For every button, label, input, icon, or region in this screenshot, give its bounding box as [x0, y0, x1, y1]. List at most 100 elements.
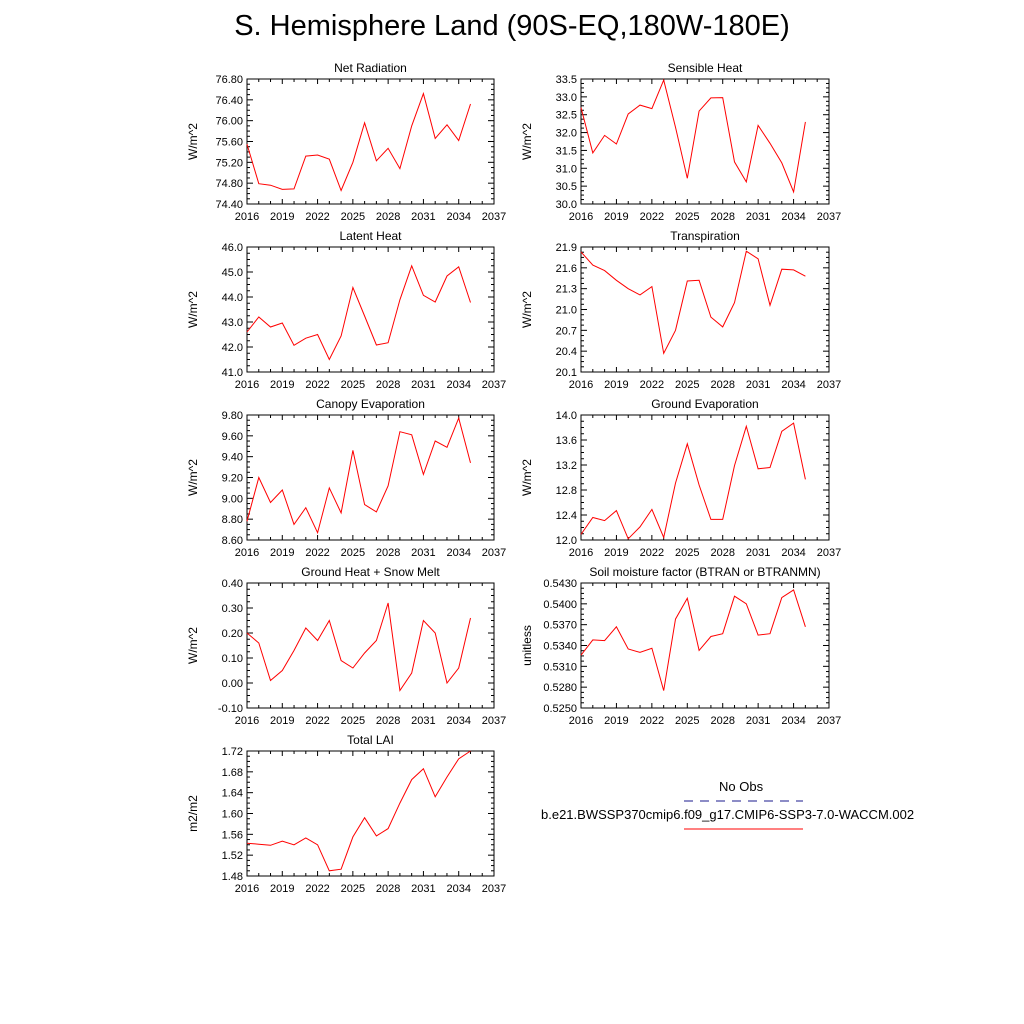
panel-2-series-line — [580, 78, 806, 194]
panel-1-xtick-label: 2019 — [270, 211, 294, 223]
panel-7-xtick-label: 2037 — [482, 715, 506, 727]
panel-2-xtick-label: 2028 — [710, 211, 734, 223]
panel-9-ytick-label: 1.68 — [222, 767, 243, 779]
panel-1-xtick-label: 2016 — [235, 211, 259, 223]
panel-6-ytick-label: 12.4 — [556, 510, 577, 522]
panel-2-xtick-label: 2022 — [640, 211, 664, 223]
panel-5-xtick-label: 2031 — [411, 547, 435, 559]
panel-9-ytick-label: 1.48 — [222, 871, 243, 883]
panel-4-xtick-label: 2025 — [675, 379, 699, 391]
panel-4-series-line — [580, 250, 806, 355]
panel-3-xtick-label: 2022 — [305, 379, 329, 391]
panel-3-ytick-label: 45.0 — [222, 267, 243, 279]
legend-model-label: b.e21.BWSSP370cmip6.f09_g17.CMIP6-SSP3-7… — [541, 807, 915, 822]
panel-1-ytick-label: 76.80 — [215, 74, 243, 86]
panel-2-ytick-label: 33.5 — [556, 74, 577, 86]
panel-4-xtick-label: 2031 — [746, 379, 770, 391]
panel-6-ylabel: W/m^2 — [520, 459, 534, 496]
panel-5-ytick-label: 8.80 — [222, 514, 243, 526]
panel-8-xtick-label: 2022 — [640, 715, 664, 727]
panel-1-ylabel: W/m^2 — [186, 123, 200, 160]
panel-9-xtick-label: 2034 — [446, 883, 470, 895]
panel-9-frame — [246, 750, 495, 877]
panel-3-xtick-label: 2031 — [411, 379, 435, 391]
panel-7-ytick-label: 0.30 — [222, 603, 243, 615]
panel-2-ytick-label: 30.0 — [556, 199, 577, 211]
panel-2-ylabel: W/m^2 — [520, 123, 534, 160]
panel-8-xtick-label: 2037 — [817, 715, 841, 727]
panel-3-frame — [246, 246, 495, 373]
panel-7-ytick-label: 0.10 — [222, 653, 243, 665]
panel-8-ytick-label: 0.5400 — [543, 599, 577, 611]
panel-9-title: Total LAI — [347, 733, 394, 747]
panel-6-xtick-label: 2028 — [710, 547, 734, 559]
panel-5-frame — [246, 414, 495, 541]
panel-2-xtick-label: 2037 — [817, 211, 841, 223]
panel-2-ytick-label: 31.5 — [556, 145, 577, 157]
panel-9-xtick-label: 2031 — [411, 883, 435, 895]
panel-5-title: Canopy Evaporation — [316, 397, 425, 411]
panel-3-xtick-label: 2037 — [482, 379, 506, 391]
panel-5-ytick-label: 8.60 — [222, 535, 243, 547]
panel-7-xtick-label: 2022 — [305, 715, 329, 727]
panel-8-ytick-label: 0.5310 — [543, 661, 577, 673]
panel-5-series-line — [246, 416, 471, 535]
panel-7-ylabel: W/m^2 — [186, 627, 200, 664]
panel-8-xtick-label: 2019 — [604, 715, 628, 727]
panel-2-ytick-label: 30.5 — [556, 181, 577, 193]
panel-6-xtick-label: 2034 — [781, 547, 805, 559]
panel-8-xtick-label: 2031 — [746, 715, 770, 727]
panel-2-xtick-label: 2034 — [781, 211, 805, 223]
panel-6-xtick-label: 2022 — [640, 547, 664, 559]
panel-8-ytick-label: 0.5250 — [543, 703, 577, 715]
panel-5-xtick-label: 2028 — [376, 547, 400, 559]
legend-obs-label: No Obs — [719, 779, 764, 794]
panel-4-ytick-label: 20.4 — [556, 346, 577, 358]
panel-1-xtick-label: 2025 — [341, 211, 365, 223]
panel-3-ytick-label: 43.0 — [222, 317, 243, 329]
panel-5-xtick-label: 2034 — [446, 547, 470, 559]
panel-5-ytick-label: 9.60 — [222, 431, 243, 443]
panel-8-xtick-label: 2016 — [569, 715, 593, 727]
panel-1-xtick-label: 2037 — [482, 211, 506, 223]
panel-1-ytick-label: 75.20 — [215, 157, 243, 169]
panel-8-xtick-label: 2028 — [710, 715, 734, 727]
panel-8-xtick-label: 2034 — [781, 715, 805, 727]
panel-2-xtick-label: 2031 — [746, 211, 770, 223]
panel-5-xtick-label: 2022 — [305, 547, 329, 559]
panel-4-ytick-label: 21.0 — [556, 305, 577, 317]
panel-6-ytick-label: 13.6 — [556, 435, 577, 447]
panel-4-xtick-label: 2016 — [569, 379, 593, 391]
panel-4-xtick-label: 2028 — [710, 379, 734, 391]
panel-4-frame — [580, 246, 830, 373]
panel-5-ytick-label: 9.80 — [222, 410, 243, 422]
panel-5-xtick-label: 2025 — [341, 547, 365, 559]
panel-9-xtick-label: 2016 — [235, 883, 259, 895]
panel-7-title: Ground Heat + Snow Melt — [301, 565, 440, 579]
panel-9-ytick-label: 1.56 — [222, 829, 243, 841]
panel-4-ytick-label: 21.6 — [556, 263, 577, 275]
panel-8-xtick-label: 2025 — [675, 715, 699, 727]
panel-6-frame — [580, 414, 830, 541]
panel-5-ylabel: W/m^2 — [186, 459, 200, 496]
panel-7-ytick-label: 0.00 — [222, 678, 243, 690]
panel-2-frame — [580, 78, 830, 205]
panel-3-ytick-label: 46.0 — [222, 242, 243, 254]
panel-4-ytick-label: 20.1 — [556, 367, 577, 379]
panel-8-ytick-label: 0.5280 — [543, 682, 577, 694]
panel-7-xtick-label: 2034 — [446, 715, 470, 727]
panel-4-ylabel: W/m^2 — [520, 291, 534, 328]
panel-3-ytick-label: 42.0 — [222, 342, 243, 354]
panel-8-title: Soil moisture factor (BTRAN or BTRANMN) — [589, 565, 820, 579]
panel-7-xtick-label: 2019 — [270, 715, 294, 727]
panel-1-xtick-label: 2022 — [305, 211, 329, 223]
panel-1-ytick-label: 74.80 — [215, 178, 243, 190]
panel-4-ytick-label: 21.9 — [556, 242, 577, 254]
panel-4-xtick-label: 2019 — [604, 379, 628, 391]
panel-2-ytick-label: 32.0 — [556, 128, 577, 140]
panel-1-ytick-label: 76.40 — [215, 95, 243, 107]
panel-9-ytick-label: 1.60 — [222, 809, 243, 821]
panel-6-ytick-label: 12.0 — [556, 535, 577, 547]
panel-7-xtick-label: 2031 — [411, 715, 435, 727]
panel-9-xtick-label: 2037 — [482, 883, 506, 895]
